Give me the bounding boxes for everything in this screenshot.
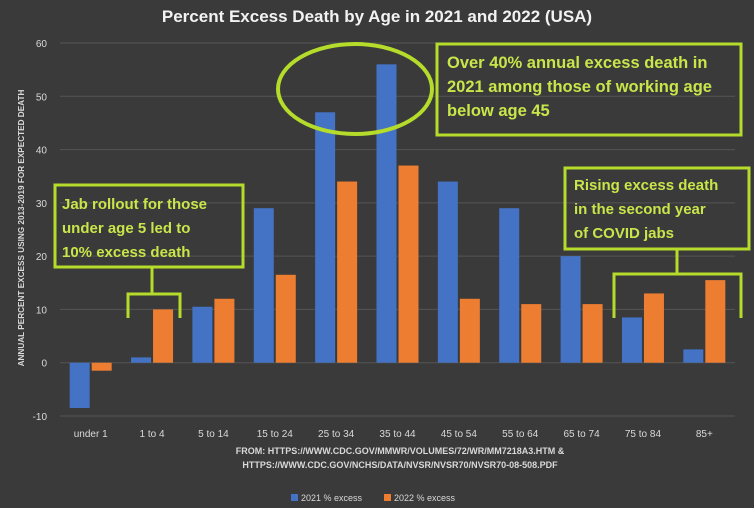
annotation-text-working-age: 2021 among those of working age <box>447 78 712 96</box>
bar-2022 <box>337 181 358 363</box>
y-tick-label: 30 <box>36 199 48 210</box>
x-tick-label: 65 to 74 <box>564 429 601 440</box>
x-tick-label: 75 to 84 <box>625 429 662 440</box>
bar-2022 <box>153 309 174 363</box>
bar-2021 <box>253 208 274 363</box>
x-tick-label: 25 to 34 <box>318 429 355 440</box>
x-tick-label: 55 to 64 <box>502 429 539 440</box>
y-axis-label: ANNUAL PERCENT EXCESS USING 2013-2019 FO… <box>17 90 26 367</box>
source-line: HTTPS://WWW.CDC.GOV/NCHS/DATA/NVSR/NVSR7… <box>242 460 558 470</box>
bar-2021 <box>683 349 704 363</box>
highlight-ellipse <box>276 42 434 136</box>
x-tick-label: 15 to 24 <box>257 429 294 440</box>
bar-2022 <box>459 298 480 363</box>
bar-2021 <box>376 64 397 363</box>
bar-2021 <box>315 112 336 363</box>
annotation-text-jab-rollout: 10% excess death <box>62 244 190 261</box>
annotation-box-working-age <box>435 42 743 137</box>
bracket-young <box>126 292 182 318</box>
x-tick-label: under 1 <box>74 429 108 440</box>
bar-2022 <box>643 293 664 363</box>
bar-2021 <box>69 362 90 409</box>
chart-title: Percent Excess Death by Age in 2021 and … <box>162 7 592 26</box>
annotation-box-second-year <box>563 166 751 251</box>
y-tick-label: 40 <box>36 146 48 157</box>
annotation-text-working-age: below age 45 <box>447 102 550 120</box>
bar-2022 <box>582 304 603 363</box>
x-tick-label: 1 to 4 <box>140 429 165 440</box>
x-tick-label: 5 to 14 <box>198 429 229 440</box>
legend-swatch-2022 <box>384 494 391 501</box>
y-tick-label: 50 <box>36 92 48 103</box>
source-line: FROM: HTTPS://WWW.CDC.GOV/MMWR/VOLUMES/7… <box>236 446 565 456</box>
bar-2021 <box>192 306 213 363</box>
bar-2022 <box>91 362 112 371</box>
x-tick-label: 35 to 44 <box>379 429 416 440</box>
x-tick-label: 85+ <box>696 429 713 440</box>
bar-2021 <box>499 208 520 363</box>
y-tick-label: 0 <box>41 359 47 370</box>
bar-2022 <box>398 165 419 363</box>
annotation-text-second-year: of COVID jabs <box>574 225 674 242</box>
y-tick-label: 20 <box>36 252 48 263</box>
bar-2021 <box>560 256 581 363</box>
bar-2022 <box>275 274 296 363</box>
bar-2021 <box>437 181 458 363</box>
bar-2022 <box>521 304 542 363</box>
annotation-text-jab-rollout: under age 5 led to <box>62 220 190 237</box>
annotation-text-second-year: Rising excess death <box>574 177 718 194</box>
bar-2022 <box>705 280 726 363</box>
annotation-text-working-age: Over 40% annual excess death in <box>447 54 707 72</box>
bar-2021 <box>131 357 152 363</box>
bar-2022 <box>214 298 235 363</box>
legend-label: 2022 % excess <box>394 493 456 503</box>
annotation-text-jab-rollout: Jab rollout for those <box>62 196 207 213</box>
annotation-box-jab-rollout <box>53 183 245 269</box>
annotation-text-second-year: in the second year <box>574 201 706 218</box>
y-tick-label: 10 <box>36 305 48 316</box>
y-tick-label: -10 <box>33 412 48 423</box>
legend-label: 2021 % excess <box>301 493 363 503</box>
bar-2021 <box>621 317 642 363</box>
x-tick-label: 45 to 54 <box>441 429 478 440</box>
legend-swatch-2021 <box>291 494 298 501</box>
y-tick-label: 60 <box>36 39 48 50</box>
